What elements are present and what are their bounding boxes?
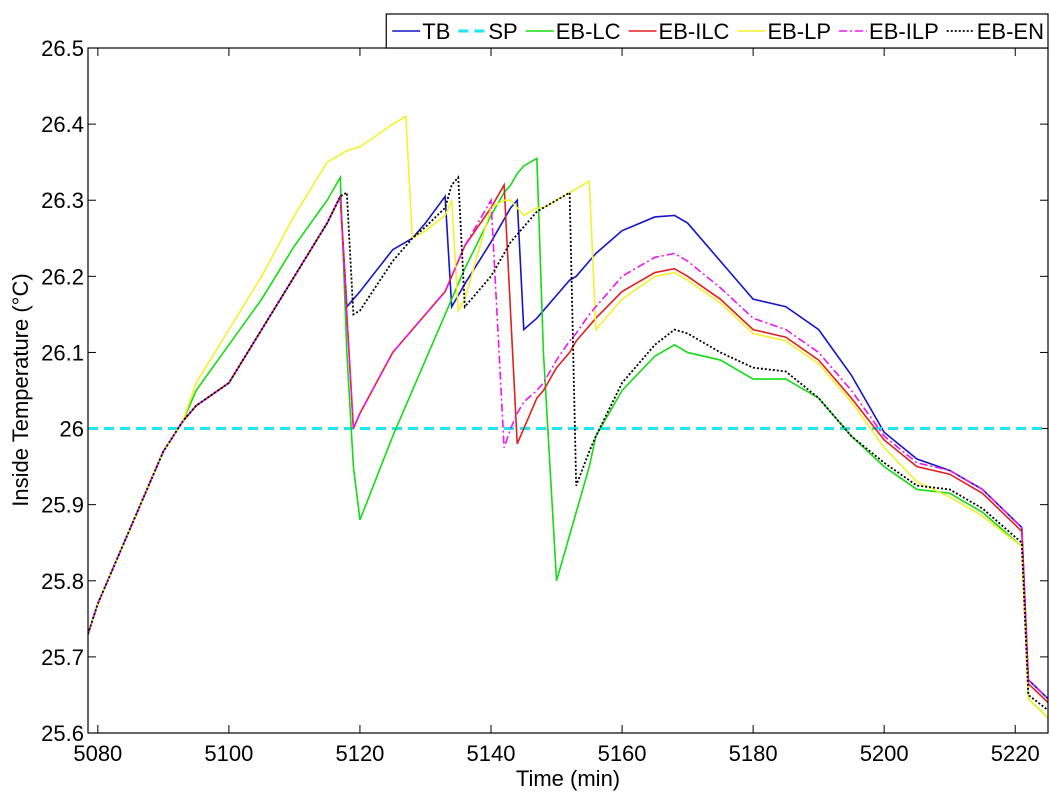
- plot-area: [88, 115, 1048, 719]
- x-tick-label: 5100: [204, 741, 253, 766]
- y-tick-label: 26.3: [41, 188, 84, 213]
- y-axis-label: Inside Temperature (°C): [8, 273, 33, 506]
- x-axis-label: Time (min): [516, 766, 620, 791]
- y-tick-label: 26: [60, 417, 84, 442]
- data-line: [88, 156, 1048, 719]
- legend-label: SP: [488, 19, 517, 44]
- legend-label: EB-ILC: [659, 19, 730, 44]
- data-line: [88, 115, 1048, 719]
- x-tick-label: 5140: [467, 741, 516, 766]
- y-tick-label: 25.6: [41, 721, 84, 746]
- x-tick-label: 5220: [991, 741, 1040, 766]
- y-tick-label: 25.8: [41, 569, 84, 594]
- legend-label: TB: [422, 19, 450, 44]
- x-tick-label: 5080: [73, 741, 122, 766]
- data-line: [88, 175, 1048, 711]
- legend-box: [385, 13, 1049, 49]
- x-tick-label: 5160: [598, 741, 647, 766]
- y-tick-label: 25.7: [41, 645, 84, 670]
- legend: TB SP EB-LC EB-ILC EB-LP EB-ILP EB-EN: [385, 13, 1049, 49]
- y-tick-label: 26.1: [41, 340, 84, 365]
- legend-label: EB-LP: [767, 19, 831, 44]
- x-tick-label: 5120: [335, 741, 384, 766]
- x-tick-label: 5180: [729, 741, 778, 766]
- y-tick-label: 26.5: [41, 36, 84, 61]
- x-tick-label: 5200: [860, 741, 909, 766]
- y-tick-label: 26.4: [41, 112, 84, 137]
- data-line: [88, 193, 1048, 700]
- y-tick-label: 26.2: [41, 264, 84, 289]
- legend-label: EB-ILP: [869, 19, 939, 44]
- legend-label: EB-EN: [977, 19, 1044, 44]
- legend-label: EB-LC: [556, 19, 621, 44]
- y-tick-label: 25.9: [41, 493, 84, 518]
